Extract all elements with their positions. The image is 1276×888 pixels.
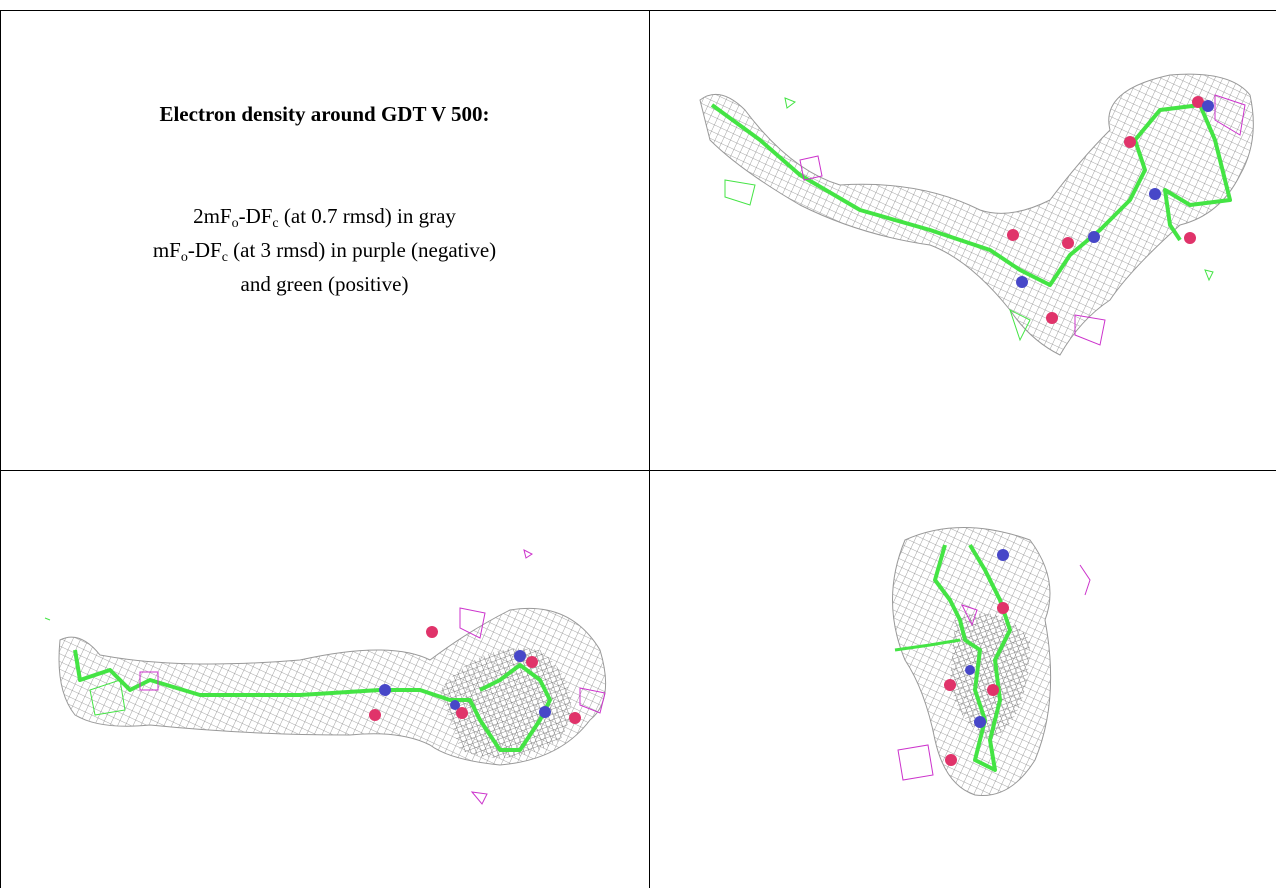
text-run: (at 0.7 rmsd) in gray — [279, 204, 456, 228]
subscript: o — [232, 216, 239, 231]
text-run: and green (positive) — [241, 272, 409, 296]
caption-line: 2mFo-DFc (at 0.7 rmsd) in gray — [0, 199, 649, 233]
caption-line: and green (positive) — [0, 267, 649, 301]
text-run: -DF — [239, 204, 273, 228]
subscript: o — [181, 250, 188, 265]
text-run: (at 3 rmsd) in purple (negative) — [228, 238, 496, 262]
density-view-2 — [45, 550, 606, 804]
text-run: -DF — [188, 238, 222, 262]
density-view-3 — [893, 528, 1091, 796]
caption: Electron density around GDT V 500: 2mFo-… — [0, 10, 649, 301]
caption-line: mFo-DFc (at 3 rmsd) in purple (negative) — [0, 233, 649, 267]
text-run: mF — [153, 238, 181, 262]
density-view-1 — [700, 74, 1253, 355]
text-run: 2mF — [193, 204, 232, 228]
caption-title: Electron density around GDT V 500: — [0, 102, 649, 127]
page: Electron density around GDT V 500: 2mFo-… — [0, 0, 1276, 888]
